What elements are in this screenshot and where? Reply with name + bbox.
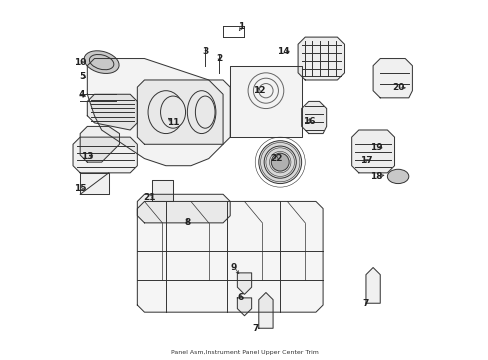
Text: 14: 14 (277, 47, 289, 56)
Ellipse shape (271, 153, 288, 171)
Polygon shape (237, 273, 251, 294)
Ellipse shape (386, 169, 408, 184)
Text: 1: 1 (237, 22, 244, 31)
Polygon shape (372, 59, 411, 98)
Polygon shape (87, 59, 223, 166)
Text: 5: 5 (79, 72, 85, 81)
Polygon shape (137, 80, 230, 144)
Ellipse shape (195, 96, 215, 128)
Text: 15: 15 (74, 184, 86, 193)
Text: 22: 22 (270, 154, 283, 163)
Ellipse shape (160, 96, 185, 128)
Text: Panel Asm,Instrument Panel Upper Center Trim: Panel Asm,Instrument Panel Upper Center … (170, 350, 318, 355)
Text: 6: 6 (237, 293, 244, 302)
Polygon shape (365, 267, 380, 303)
Text: 7: 7 (362, 299, 368, 308)
Text: 8: 8 (184, 219, 190, 228)
Text: 13: 13 (81, 152, 93, 161)
Text: 7: 7 (251, 324, 258, 333)
Ellipse shape (84, 51, 119, 73)
Polygon shape (301, 102, 326, 134)
Polygon shape (237, 298, 251, 316)
Polygon shape (298, 37, 344, 80)
Text: 18: 18 (370, 172, 382, 181)
Ellipse shape (258, 141, 301, 184)
Polygon shape (80, 126, 119, 162)
Polygon shape (137, 202, 323, 312)
Text: 12: 12 (252, 86, 264, 95)
Text: 3: 3 (202, 47, 208, 56)
Polygon shape (87, 94, 137, 130)
Text: 9: 9 (230, 263, 237, 272)
Polygon shape (137, 194, 230, 223)
Text: 17: 17 (359, 156, 371, 165)
Text: 11: 11 (166, 118, 179, 127)
Polygon shape (230, 66, 301, 137)
Polygon shape (73, 137, 137, 173)
Polygon shape (258, 293, 272, 328)
Text: 2: 2 (216, 54, 222, 63)
Text: 21: 21 (143, 193, 156, 202)
Text: 10: 10 (74, 58, 86, 67)
Text: 16: 16 (302, 117, 314, 126)
Text: 4: 4 (79, 90, 85, 99)
Polygon shape (151, 180, 173, 202)
Polygon shape (80, 173, 108, 194)
Text: 19: 19 (369, 143, 382, 152)
Text: 20: 20 (391, 83, 404, 92)
Polygon shape (351, 130, 394, 173)
